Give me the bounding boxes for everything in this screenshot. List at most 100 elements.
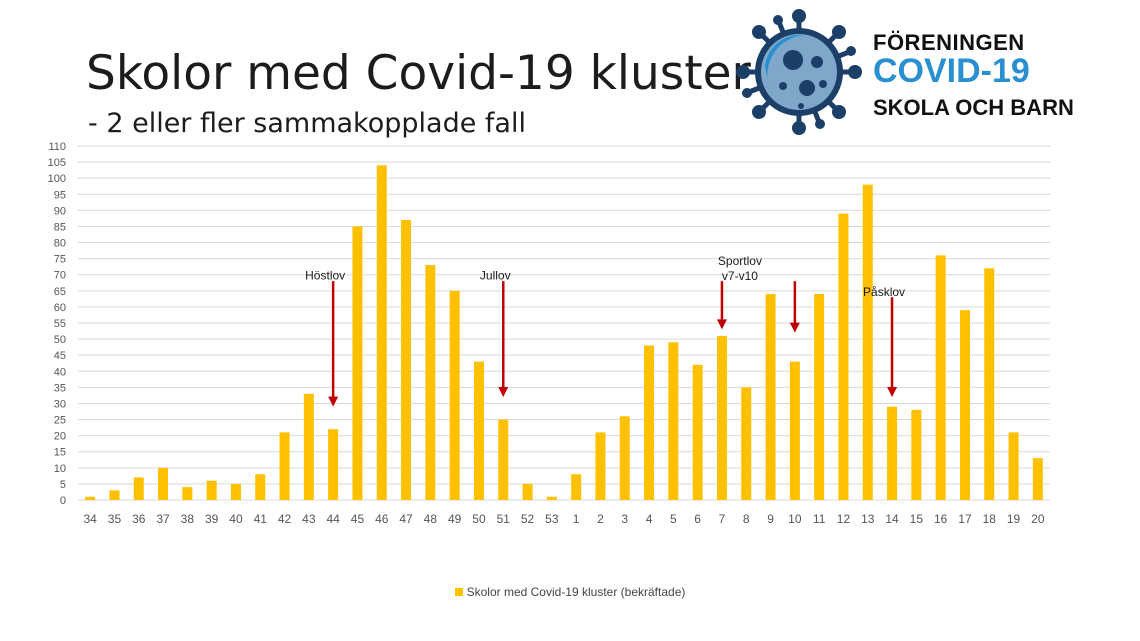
- y-tick-label: 80: [54, 238, 66, 250]
- x-tick-label: 42: [278, 512, 292, 526]
- y-tick-label: 0: [60, 495, 66, 507]
- x-tick-label: 46: [375, 512, 389, 526]
- bar: [522, 483, 533, 500]
- x-tick-label: 3: [621, 512, 628, 526]
- x-tick-label: 40: [229, 512, 243, 526]
- x-tick-label: 20: [1031, 512, 1045, 526]
- bar: [109, 490, 120, 500]
- x-tick-label: 39: [205, 512, 219, 526]
- page-subtitle: - 2 eller fler sammakopplade fall: [88, 108, 526, 139]
- bar: [959, 310, 970, 500]
- bar: [571, 474, 582, 500]
- x-tick-label: 9: [767, 512, 774, 526]
- bar: [376, 165, 387, 501]
- x-tick-label: 49: [448, 512, 462, 526]
- x-tick-label: 37: [156, 512, 170, 526]
- y-tick-label: 90: [54, 205, 66, 217]
- y-tick-label: 35: [54, 382, 66, 394]
- y-tick-label: 100: [48, 173, 66, 185]
- logo-text-line2: COVID-19: [873, 52, 1030, 90]
- bar: [279, 432, 290, 500]
- x-tick-label: 48: [424, 512, 438, 526]
- x-tick-label: 11: [813, 512, 826, 526]
- bar: [789, 361, 800, 500]
- bar: [935, 255, 946, 500]
- x-tick-label: 52: [521, 512, 535, 526]
- x-tick-label: 36: [132, 512, 146, 526]
- y-tick-label: 15: [54, 447, 66, 459]
- annotation-arrowhead: [789, 322, 800, 333]
- y-tick-label: 40: [54, 366, 66, 378]
- x-tick-label: 17: [958, 512, 972, 526]
- x-tick-label: 50: [472, 512, 486, 526]
- virus-icon: [736, 9, 862, 135]
- bar: [158, 467, 169, 500]
- bar: [595, 432, 606, 500]
- y-tick-label: 70: [54, 270, 66, 282]
- annotation-label: Påsklov: [863, 285, 905, 299]
- y-tick-label: 50: [54, 334, 66, 346]
- annotation-arrowhead: [716, 319, 727, 330]
- x-tick-label: 13: [861, 512, 875, 526]
- bar: [692, 364, 703, 500]
- x-tick-label: 53: [545, 512, 559, 526]
- x-tick-label: 5: [670, 512, 677, 526]
- y-tick-label: 65: [54, 286, 66, 298]
- bar: [619, 416, 630, 500]
- legend-swatch: [454, 588, 463, 596]
- y-tick-label: 95: [54, 189, 66, 201]
- bar: [838, 213, 849, 500]
- y-tick-label: 45: [54, 350, 66, 362]
- bar: [449, 290, 460, 500]
- bar: [644, 345, 655, 500]
- legend-label: Skolor med Covid-19 kluster (bekräftade): [466, 585, 686, 599]
- y-tick-label: 20: [54, 431, 66, 443]
- annotation-arrowhead: [887, 387, 898, 398]
- bar: [984, 268, 995, 500]
- x-tick-label: 19: [1007, 512, 1021, 526]
- x-tick-label: 47: [399, 512, 413, 526]
- x-tick-label: 43: [302, 512, 316, 526]
- annotation-label: Jullov: [480, 269, 511, 283]
- bar: [182, 487, 193, 500]
- y-tick-label: 105: [48, 157, 66, 169]
- annotation-label: v7-v10: [722, 269, 758, 283]
- x-tick-label: 1: [573, 512, 580, 526]
- bar: [765, 294, 776, 500]
- logo: FÖRENINGEN COVID-19 SKOLA OCH BARN: [735, 8, 1080, 136]
- x-tick-label: 45: [351, 512, 365, 526]
- x-tick-label: 51: [497, 512, 511, 526]
- bar: [255, 474, 266, 500]
- y-tick-label: 10: [54, 463, 66, 475]
- x-tick-label: 2: [597, 512, 604, 526]
- y-tick-label: 110: [48, 141, 66, 153]
- bar: [911, 409, 922, 500]
- bar: [401, 220, 412, 500]
- x-tick-label: 38: [181, 512, 195, 526]
- y-tick-label: 60: [54, 302, 66, 314]
- bar: [133, 477, 144, 500]
- bar: [498, 419, 509, 500]
- y-tick-label: 5: [60, 479, 66, 491]
- y-tick-label: 25: [54, 415, 66, 427]
- y-tick-label: 30: [54, 398, 66, 410]
- x-tick-label: 35: [108, 512, 122, 526]
- y-tick-label: 85: [54, 221, 66, 233]
- x-tick-label: 41: [254, 512, 268, 526]
- x-tick-label: 34: [83, 512, 97, 526]
- x-tick-label: 14: [885, 512, 899, 526]
- y-tick-label: 75: [54, 254, 66, 266]
- x-tick-label: 6: [694, 512, 701, 526]
- annotation-label: Höstlov: [305, 269, 345, 283]
- bar: [668, 342, 679, 500]
- bar: [328, 429, 339, 500]
- x-tick-label: 4: [646, 512, 653, 526]
- x-tick-label: 16: [934, 512, 948, 526]
- annotation-arrowhead: [328, 396, 339, 407]
- x-tick-label: 8: [743, 512, 750, 526]
- bar: [425, 265, 436, 500]
- x-tick-label: 7: [719, 512, 726, 526]
- x-tick-label: 18: [983, 512, 997, 526]
- annotation-label: Sportlov: [718, 254, 762, 268]
